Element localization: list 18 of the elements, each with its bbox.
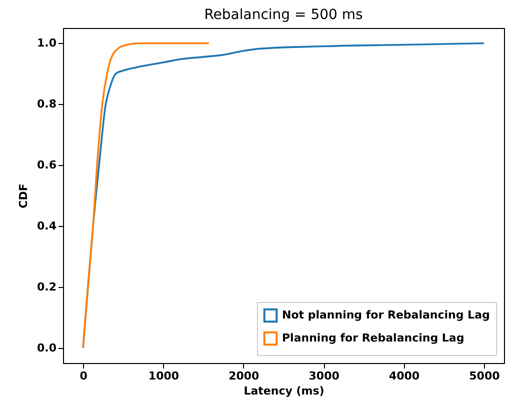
y-tick-label: 1.0	[37, 36, 57, 50]
chart-title: Rebalancing = 500 ms	[204, 7, 363, 23]
line-series	[82, 42, 210, 349]
x-tick-label: 2000	[228, 370, 260, 382]
x-tick-label: 1000	[148, 370, 180, 382]
x-tick-label: 3000	[308, 370, 340, 382]
x-tick-label: 4000	[388, 370, 420, 382]
y-tick-label: 0.8	[37, 98, 56, 111]
x-tick-label: 5000	[469, 370, 500, 382]
y-tick-label: 0.4	[37, 219, 57, 232]
legend-label: Not planning for Rebalancing Lag	[282, 308, 490, 322]
y-axis-title: CDF	[17, 184, 30, 208]
y-tick-label: 0.0	[37, 341, 57, 354]
y-tick-label: 0.2	[37, 280, 56, 294]
legend-label: Planning for Rebalancing Lag	[282, 332, 464, 344]
x-tick-label: 0	[80, 370, 88, 382]
y-tick-label: 0.6	[37, 158, 57, 172]
x-axis-title: Latency (ms)	[244, 384, 324, 398]
